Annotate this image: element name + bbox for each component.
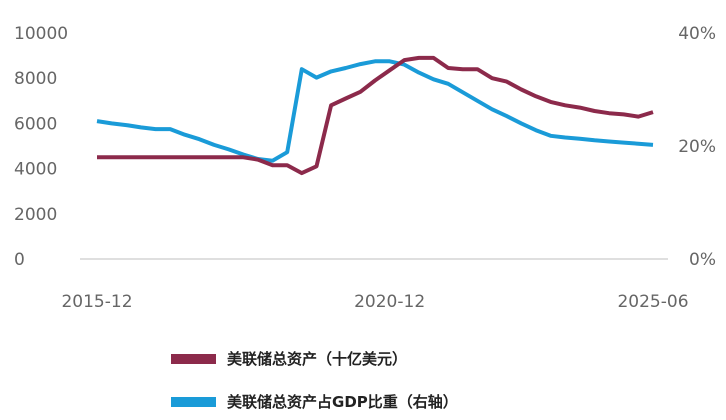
left-tick-label: 2000 bbox=[14, 205, 57, 225]
series-lines bbox=[96, 55, 654, 176]
x-tick-label: 2025-06 bbox=[617, 292, 688, 312]
legend-label: 美联储总资产（十亿美元） bbox=[227, 350, 407, 368]
left-tick-label: 8000 bbox=[14, 69, 57, 89]
right-tick-label: 0% bbox=[689, 250, 716, 270]
x-tick-label: 2015-12 bbox=[61, 292, 132, 312]
legend-label: 美联储总资产占GDP比重（右轴） bbox=[227, 393, 458, 411]
left-tick-label: 4000 bbox=[14, 160, 57, 180]
left-tick-label: 10000 bbox=[14, 24, 68, 44]
left-tick-label: 6000 bbox=[14, 114, 57, 134]
legend: 美联储总资产（十亿美元） 美联储总资产占GDP比重（右轴） bbox=[171, 350, 458, 411]
left-axis-ticks: 0 2000 4000 6000 8000 10000 bbox=[14, 24, 68, 270]
right-tick-label: 20% bbox=[678, 137, 716, 157]
x-tick-label: 2020-12 bbox=[354, 292, 425, 312]
legend-swatch bbox=[171, 397, 216, 407]
right-tick-label: 40% bbox=[678, 24, 716, 44]
legend-swatch bbox=[171, 354, 216, 364]
left-tick-label: 0 bbox=[14, 250, 25, 270]
right-axis-ticks: 0% 20% 40% bbox=[678, 24, 716, 270]
x-axis-ticks: 2015-12 2020-12 2025-06 bbox=[61, 292, 688, 312]
series-line-2 bbox=[96, 59, 654, 163]
series-line-1 bbox=[97, 55, 654, 176]
